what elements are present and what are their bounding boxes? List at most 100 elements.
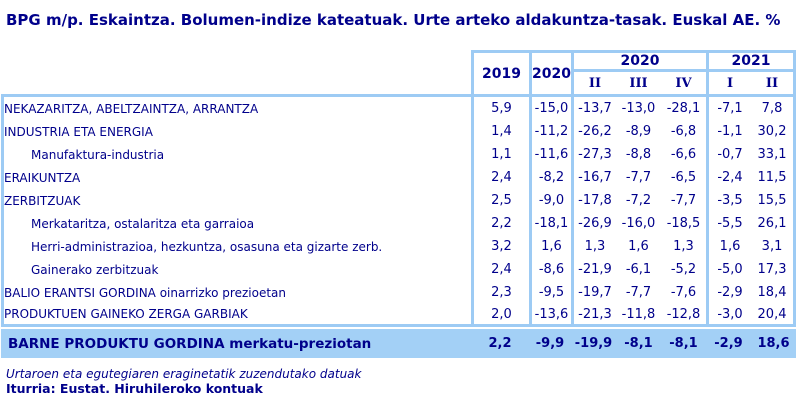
value-cell: 1,4 bbox=[471, 120, 529, 143]
value-cell: -15,0 bbox=[529, 97, 571, 120]
value-cell: -11,2 bbox=[529, 120, 571, 143]
value-cell: 20,4 bbox=[751, 304, 797, 327]
row-label: Gainerako zerbitzuak bbox=[1, 258, 471, 281]
value-cell: -8,8 bbox=[625, 147, 652, 162]
total-value-2019: 2,2 bbox=[488, 336, 512, 351]
value-cell: 1,3 bbox=[673, 239, 694, 254]
value-cell: -7,6 bbox=[670, 285, 697, 300]
header-quarter-2020-iv: IV bbox=[661, 72, 707, 97]
row-label: BALIO ERANTSI GORDINA oinarrizko prezioe… bbox=[1, 281, 471, 304]
header-quarter-2021-i: I bbox=[706, 72, 752, 97]
value-cell: -18,5 bbox=[666, 216, 701, 231]
value-cell: -2,9 bbox=[706, 281, 751, 304]
table-row: INDUSTRIA ETA ENERGIA 1,4 -11,2 -26,2 -8,9 -6… bbox=[1, 120, 797, 143]
value-cell: -5,0 bbox=[706, 258, 751, 281]
value-cell: 3,1 bbox=[751, 235, 797, 258]
total-value-2021-ii: 18,6 bbox=[757, 336, 790, 351]
value-cell: 1,1 bbox=[471, 143, 529, 166]
value-cell: -9,5 bbox=[529, 281, 571, 304]
table-row: NEKAZARITZA, ABELTZAINTZA, ARRANTZA 5,9 -1… bbox=[1, 97, 797, 120]
value-cell: -16,7 bbox=[571, 166, 616, 189]
value-cell: -27,3 bbox=[571, 143, 616, 166]
table-body: NEKAZARITZA, ABELTZAINTZA, ARRANTZA 5,9 -1… bbox=[1, 97, 797, 327]
value-cell: -3,5 bbox=[706, 189, 751, 212]
value-cell: -1,1 bbox=[706, 120, 751, 143]
value-cell: -6,5 bbox=[670, 170, 697, 185]
value-cell: 2,5 bbox=[471, 189, 529, 212]
value-cell: -5,2 bbox=[670, 262, 697, 277]
total-value-2020: -9,9 bbox=[535, 336, 565, 351]
total-value-2020-iv: -8,1 bbox=[669, 336, 698, 351]
value-cell: 2,3 bbox=[471, 281, 529, 304]
value-cell: -9,0 bbox=[529, 189, 571, 212]
value-cell: -17,8 bbox=[571, 189, 616, 212]
value-cell: -21,3 bbox=[571, 304, 616, 327]
value-cell: -7,7 bbox=[670, 193, 697, 208]
value-cell: -8,9 bbox=[625, 124, 652, 139]
total-row-label: BARNE PRODUKTU GORDINA merkatu-preziotan bbox=[8, 335, 372, 352]
header-corner-cell bbox=[1, 50, 471, 97]
table-row: Herri-administrazioa, hezkuntza, osasuna… bbox=[1, 235, 797, 258]
value-cell: 3,2 bbox=[471, 235, 529, 258]
value-cell: 17,3 bbox=[751, 258, 797, 281]
value-cell: -8,6 bbox=[529, 258, 571, 281]
value-cell: -18,1 bbox=[529, 212, 571, 235]
value-cell: 1,3 bbox=[571, 235, 616, 258]
row-label: PRODUKTUEN GAINEKO ZERGA GARBIAK bbox=[1, 304, 471, 327]
value-cell: -0,7 bbox=[706, 143, 751, 166]
value-cell: 7,8 bbox=[751, 97, 797, 120]
row-label: NEKAZARITZA, ABELTZAINTZA, ARRANTZA bbox=[1, 97, 471, 120]
value-cell: -13,6 bbox=[529, 304, 571, 327]
header-quarter-2020-ii: II bbox=[571, 72, 616, 97]
value-cell: -13,0 bbox=[621, 101, 656, 116]
value-cell: -26,9 bbox=[571, 212, 616, 235]
value-cell: -6,6 bbox=[670, 147, 697, 162]
total-value-2021-i: -2,9 bbox=[714, 336, 743, 351]
footnote-source: Iturria: Eustat. Hiruhileroko kontuak bbox=[6, 381, 263, 396]
value-cell: -16,0 bbox=[621, 216, 656, 231]
row-label: ERAIKUNTZA bbox=[1, 166, 471, 189]
row-label: Manufaktura-industria bbox=[1, 143, 471, 166]
page-title: BPG m/p. Eskaintza. Bolumen-indize katea… bbox=[6, 11, 781, 29]
value-cell: -26,2 bbox=[571, 120, 616, 143]
value-cell: -11,6 bbox=[529, 143, 571, 166]
value-cell: 2,4 bbox=[471, 258, 529, 281]
value-cell: 11,5 bbox=[751, 166, 797, 189]
data-table: 2019 2020 2020 2021 II III IV I II NEKAZ… bbox=[1, 50, 797, 327]
value-cell: -2,4 bbox=[706, 166, 751, 189]
value-cell: -12,8 bbox=[661, 304, 707, 327]
header-row-quarters: II III IV I II bbox=[1, 72, 797, 97]
value-cell: -21,9 bbox=[571, 258, 616, 281]
value-cell: -8,2 bbox=[529, 166, 571, 189]
header-col-2020: 2020 bbox=[529, 50, 571, 97]
value-cell: -13,7 bbox=[571, 97, 616, 120]
header-col-2019: 2019 bbox=[471, 50, 529, 97]
row-label: INDUSTRIA ETA ENERGIA bbox=[1, 120, 471, 143]
value-cell: 2,4 bbox=[471, 166, 529, 189]
value-cell: -5,5 bbox=[706, 212, 751, 235]
table-row: BALIO ERANTSI GORDINA oinarrizko prezioe… bbox=[1, 281, 797, 304]
row-label: Merkataritza, ostalaritza eta garraioa bbox=[1, 212, 471, 235]
value-cell: -7,7 bbox=[625, 285, 652, 300]
value-cell: -19,7 bbox=[571, 281, 616, 304]
value-cell: 1,6 bbox=[628, 239, 649, 254]
value-cell: -7,7 bbox=[625, 170, 652, 185]
value-cell: -6,1 bbox=[625, 262, 652, 277]
value-cell: -11,8 bbox=[616, 304, 661, 327]
value-cell: 33,1 bbox=[751, 143, 797, 166]
row-label: Herri-administrazioa, hezkuntza, osasuna… bbox=[1, 235, 471, 258]
header-quarter-2020-iii: III bbox=[616, 72, 661, 97]
header-group-2020: 2020 bbox=[571, 50, 707, 72]
value-cell: 5,9 bbox=[471, 97, 529, 120]
header-row-groups: 2019 2020 2020 2021 bbox=[1, 50, 797, 97]
value-cell: 18,4 bbox=[751, 281, 797, 304]
value-cell: -7,2 bbox=[625, 193, 652, 208]
header-quarter-2021-ii: II bbox=[751, 72, 797, 97]
table-row: Merkataritza, ostalaritza eta garraioa 2,… bbox=[1, 212, 797, 235]
footnote-note: Urtaroen eta egutegiaren eraginetatik zu… bbox=[6, 367, 362, 381]
value-cell: 1,6 bbox=[706, 235, 751, 258]
value-cell: -7,1 bbox=[706, 97, 751, 120]
value-cell: 26,1 bbox=[751, 212, 797, 235]
value-cell: 1,6 bbox=[529, 235, 571, 258]
